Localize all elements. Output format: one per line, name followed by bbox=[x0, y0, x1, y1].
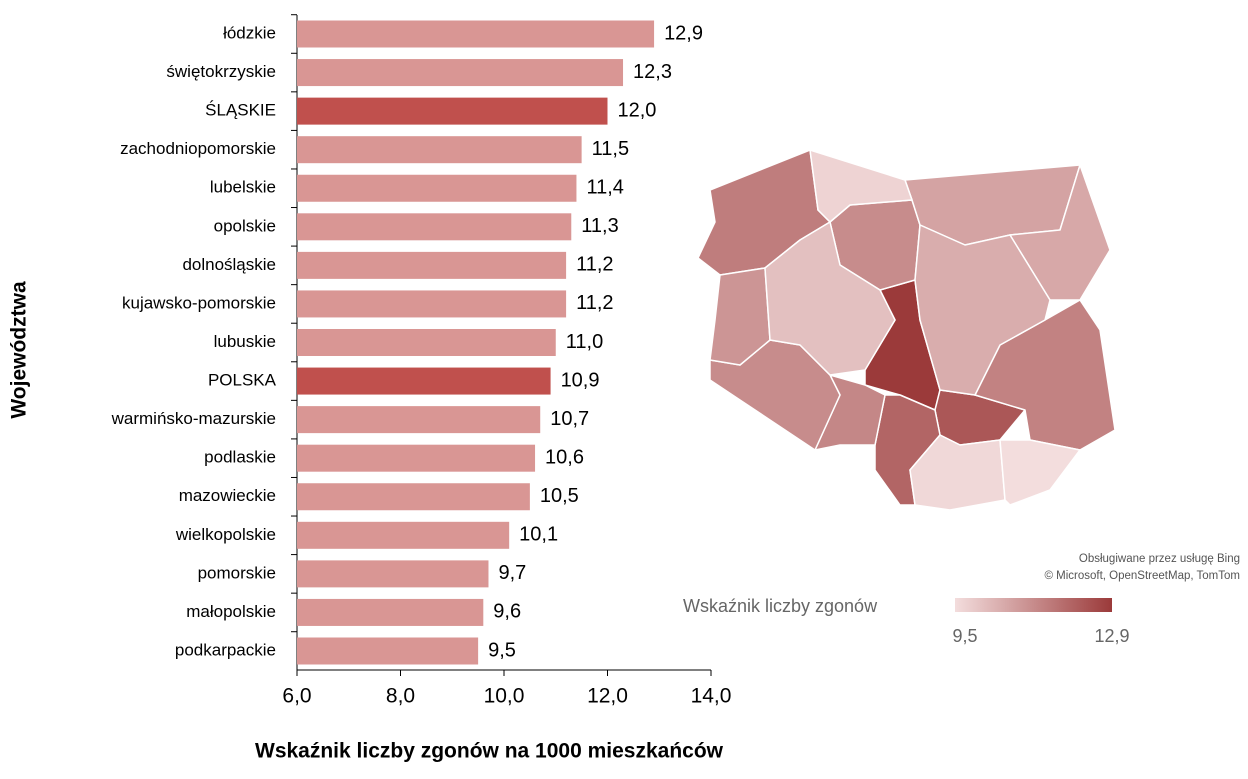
x-axis-title: Wskaźnik liczby zgonów na 1000 mieszkańc… bbox=[255, 740, 724, 763]
y-tick-label: zachodniopomorskie bbox=[120, 139, 276, 158]
x-tick-label: 14,0 bbox=[691, 685, 732, 708]
bar bbox=[297, 560, 489, 588]
value-label: 12,9 bbox=[664, 22, 703, 44]
legend-title: Wskaźnik liczby zgonów bbox=[683, 596, 878, 616]
y-tick-label: podkarpackie bbox=[175, 640, 276, 659]
value-label: 9,6 bbox=[493, 601, 521, 623]
y-tick-label: świętokrzyskie bbox=[166, 62, 276, 81]
bar bbox=[297, 20, 655, 48]
bar bbox=[297, 598, 484, 626]
legend-gradient bbox=[955, 598, 1112, 612]
map-region bbox=[999, 439, 1081, 506]
map-region bbox=[974, 299, 1116, 451]
y-tick-label: lubelskie bbox=[210, 178, 276, 197]
y-tick-label: wielkopolskie bbox=[175, 525, 276, 544]
value-label: 9,7 bbox=[498, 562, 526, 584]
value-label: 10,6 bbox=[545, 446, 584, 468]
bar bbox=[297, 406, 541, 434]
y-tick-label: warmińsko-mazurskie bbox=[111, 409, 276, 428]
value-label: 10,1 bbox=[519, 524, 558, 546]
y-tick-label: dolnośląskie bbox=[182, 255, 276, 274]
map-region bbox=[809, 149, 913, 223]
value-label: 10,5 bbox=[540, 485, 579, 507]
y-tick-label: ŚLĄSKIE bbox=[205, 101, 276, 120]
y-tick-label: podlaskie bbox=[204, 448, 276, 467]
bar bbox=[297, 483, 530, 511]
value-label: 11,4 bbox=[586, 177, 623, 199]
legend-max: 12,9 bbox=[1094, 626, 1129, 646]
value-label: 10,7 bbox=[550, 408, 589, 430]
bar bbox=[297, 97, 608, 125]
x-tick-label: 12,0 bbox=[587, 685, 628, 708]
map-credit: © Microsoft, OpenStreetMap, TomTom bbox=[1044, 570, 1240, 582]
map bbox=[697, 149, 1116, 511]
map-region bbox=[909, 434, 1006, 511]
value-label: 11,5 bbox=[592, 138, 629, 160]
map-region bbox=[914, 224, 1051, 396]
bar bbox=[297, 59, 624, 87]
y-tick-label: lubuskie bbox=[214, 332, 276, 351]
y-tick-label: opolskie bbox=[214, 216, 276, 235]
bar bbox=[297, 367, 551, 395]
y-tick-label: mazowieckie bbox=[179, 486, 276, 505]
bar bbox=[297, 637, 479, 665]
value-label: 11,0 bbox=[566, 331, 603, 353]
x-tick-label: 10,0 bbox=[484, 685, 525, 708]
x-tick-label: 8,0 bbox=[386, 685, 415, 708]
bar bbox=[297, 521, 510, 549]
y-axis-title: Województwa bbox=[8, 281, 31, 419]
value-label: 11,2 bbox=[576, 292, 613, 314]
value-label: 11,3 bbox=[581, 215, 618, 237]
value-label: 12,3 bbox=[633, 61, 672, 83]
map-region bbox=[764, 221, 896, 376]
map-credit: Obsługiwane przez usługę Bing bbox=[1079, 553, 1240, 565]
y-tick-label: łódzkie bbox=[223, 23, 276, 42]
bar bbox=[297, 213, 572, 241]
y-tick-label: pomorskie bbox=[198, 563, 276, 582]
y-tick-label: małopolskie bbox=[186, 602, 276, 621]
value-label: 11,2 bbox=[576, 254, 613, 276]
bar bbox=[297, 329, 556, 356]
value-label: 9,5 bbox=[488, 639, 516, 661]
bar bbox=[297, 136, 582, 164]
bar bbox=[297, 290, 567, 318]
y-tick-label: POLSKA bbox=[208, 371, 277, 390]
y-tick-label: kujawsko-pomorskie bbox=[122, 293, 276, 312]
bar bbox=[297, 174, 577, 202]
value-label: 10,9 bbox=[561, 369, 600, 391]
x-tick-label: 6,0 bbox=[282, 685, 311, 708]
bar bbox=[297, 444, 536, 472]
legend-min: 9,5 bbox=[952, 626, 977, 646]
bar bbox=[297, 251, 567, 279]
value-label: 12,0 bbox=[618, 99, 657, 121]
